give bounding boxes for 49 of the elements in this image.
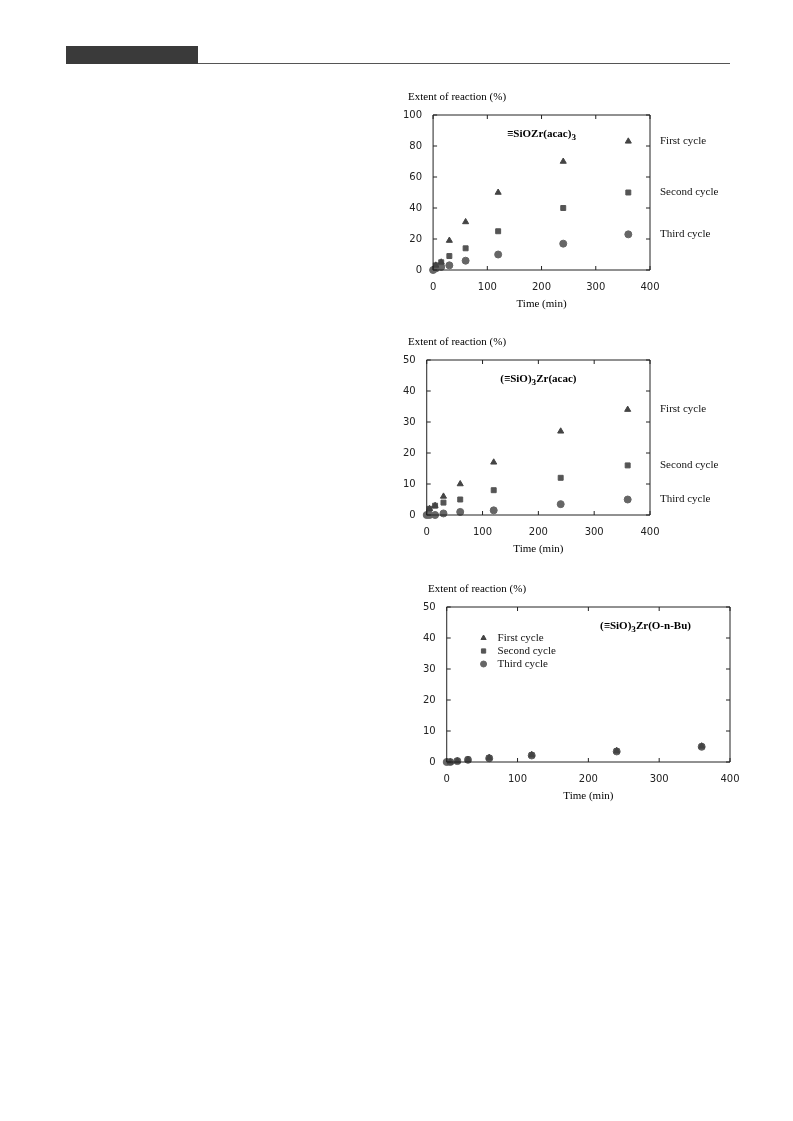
y-tick-label: 50 (422, 600, 436, 612)
x-tick-label: 200 (528, 525, 548, 537)
x-tick-label: 300 (649, 772, 669, 784)
x-tick-label: 300 (586, 280, 606, 292)
x-tick-label: 200 (532, 280, 552, 292)
x-axis-title: Time (min) (563, 789, 614, 801)
y-tick-label: 0 (409, 508, 416, 520)
y-tick-label: 20 (409, 232, 423, 244)
text: First cycle (660, 134, 707, 147)
x-axis-title: Time (min) (513, 542, 564, 554)
y-tick-label: 20 (422, 693, 436, 705)
text: Third cycle (660, 227, 711, 240)
x-tick-label: 300 (584, 525, 604, 537)
legend-label: Third cycle (497, 656, 549, 669)
x-tick-label: 100 (508, 772, 528, 784)
text: Second cycle (660, 185, 719, 198)
y-tick-label: 10 (422, 724, 436, 736)
text: ≡SiOZr(acac)$_{3}$ (507, 127, 576, 143)
y-tick-label: 30 (422, 662, 436, 674)
y-tick-label: 60 (409, 170, 423, 182)
y-tick-label: 100 (402, 108, 423, 120)
x-axis-title: Time (min) (516, 297, 567, 309)
text: Third cycle (660, 492, 711, 505)
x-tick-label: 400 (640, 525, 660, 537)
y-tick-label: 40 (422, 631, 436, 643)
y-axis-title: Extent of reaction (%) (408, 90, 507, 102)
y-tick-label: 50 (402, 353, 416, 365)
x-tick-label: 400 (720, 772, 740, 784)
text: (≡SiO)$_{3}$Zr(acac) (500, 372, 577, 388)
y-tick-label: 0 (415, 263, 423, 275)
y-tick-label: 0 (429, 755, 436, 767)
y-axis-title: Extent of reaction (%) (408, 335, 507, 347)
x-tick-label: 0 (443, 772, 450, 784)
x-tick-label: 100 (477, 280, 497, 292)
y-tick-label: 80 (409, 139, 423, 151)
y-tick-label: 30 (402, 415, 416, 427)
y-tick-label: 40 (409, 201, 423, 213)
y-tick-label: 10 (402, 477, 416, 489)
x-tick-label: 100 (473, 525, 493, 537)
x-tick-label: 400 (640, 280, 660, 292)
legend-label: First cycle (497, 630, 544, 643)
legend-label: Second cycle (497, 643, 556, 656)
text: First cycle (660, 402, 707, 415)
text: Second cycle (660, 458, 719, 471)
text: (≡SiO)$_{3}$Zr(O-n-Bu) (600, 619, 691, 635)
y-axis-title: Extent of reaction (%) (428, 582, 527, 594)
y-tick-label: 40 (402, 384, 416, 396)
x-tick-label: 200 (578, 772, 598, 784)
y-tick-label: 20 (402, 446, 416, 458)
